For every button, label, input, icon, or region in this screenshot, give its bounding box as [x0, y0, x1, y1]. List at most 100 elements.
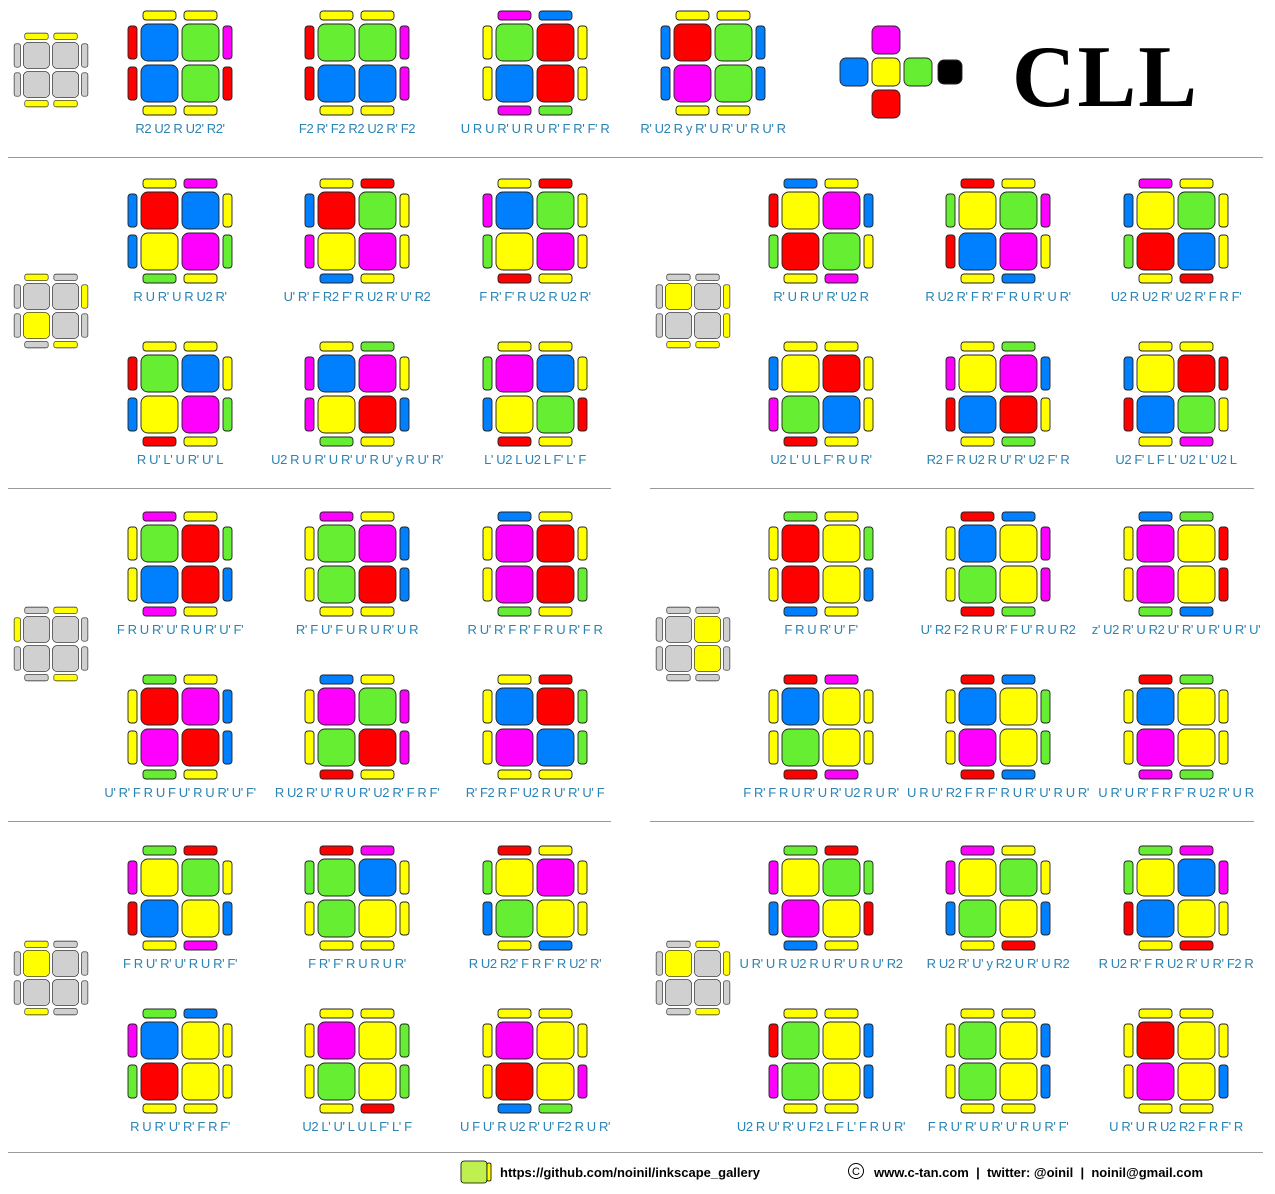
case-cube-5-2-top-0	[497, 845, 532, 856]
case-cube-1-3-face-1	[181, 354, 220, 393]
case-cube-0-2-face-1	[536, 23, 575, 62]
case-cube-1-4-bottom-1	[360, 436, 395, 447]
case-cube-2-4	[945, 341, 1051, 447]
case-cube-2-5-bottom-1	[1179, 436, 1214, 447]
case-cube-6-0-top-1	[824, 845, 859, 856]
case-cube-4-3-top-1	[824, 674, 859, 685]
case-cube-4-4-face-1	[999, 687, 1038, 726]
case-cube-3-2	[482, 511, 588, 617]
case-cube-6-0-face-2	[781, 899, 820, 938]
case-group-2-icon	[655, 273, 731, 349]
case-cube-2-1-top-0	[960, 178, 995, 189]
case-cube-3-2-top-0	[497, 511, 532, 522]
case-cube-3-4-face-0	[317, 687, 356, 726]
case-cube-1-4-face-3	[358, 395, 397, 434]
case-group-2-icon-top-1	[695, 273, 720, 281]
case-cube-3-1	[304, 511, 410, 617]
case-cube-2-4-top-1	[1001, 341, 1036, 352]
case-cube-1-1-bottom-1	[360, 273, 395, 284]
case-cube-5-0-left-0	[127, 860, 138, 895]
divider-left-2	[8, 821, 611, 822]
case-cube-5-4-face-1	[358, 1021, 397, 1060]
case-group-4-icon-top-0	[666, 606, 691, 614]
case-cube-5-4-left-0	[304, 1023, 315, 1058]
case-cube-2-4-face-1	[999, 354, 1038, 393]
case-alg-2-0: R' U R U' R' U2 R	[773, 289, 869, 304]
case-cube-5-2-left-1	[482, 901, 493, 936]
case-cube-5-1-top-1	[360, 845, 395, 856]
case-group-3-icon	[13, 606, 89, 682]
case-group-2-icon-bottom-1	[695, 341, 720, 349]
case-group-5-icon-face-3	[52, 979, 79, 1006]
case-alg-3-3: U' R' F R U F U' R U R' U' F'	[104, 785, 256, 800]
case-cube-6-2-left-0	[1123, 860, 1134, 895]
case-cube-4-3-bottom-0	[783, 769, 818, 780]
case-alg-5-1: F R' F' R U R U R'	[308, 956, 406, 971]
case-group-5-icon-bottom-0	[24, 1008, 49, 1016]
case-cube-2-0-face-0	[781, 191, 820, 230]
case-cube-1-5-face-0	[495, 354, 534, 393]
case-cube-3-5-face-0	[495, 687, 534, 726]
case-cube-0-0-face-2	[140, 64, 179, 103]
case-cube-4-3-bottom-1	[824, 769, 859, 780]
case-cube-2-1-top-1	[1001, 178, 1036, 189]
case-alg-1-0: R U R' U R U2 R'	[133, 289, 227, 304]
case-cube-6-1-left-0	[945, 860, 956, 895]
case-cube-2-3-top-0	[783, 341, 818, 352]
case-cube-5-0-face-0	[140, 858, 179, 897]
case-cube-1-5-left-0	[482, 356, 493, 391]
case-cube-3-3-left-0	[127, 689, 138, 724]
case-cube-4-3	[768, 674, 874, 780]
case-cube-3-5-bottom-1	[538, 769, 573, 780]
case-cube-1-5-face-2	[495, 395, 534, 434]
case-group-4-icon-top-1	[695, 606, 720, 614]
case-cube-6-5-bottom-1	[1179, 1103, 1214, 1114]
case-cube-3-4-right-0	[399, 689, 410, 724]
case-group-0-icon-left-1	[13, 72, 21, 97]
case-cube-4-1-face-0	[958, 524, 997, 563]
case-cube-0-3	[660, 10, 766, 116]
case-cube-5-1-face-2	[317, 899, 356, 938]
case-group-4-icon-right-1	[723, 646, 731, 671]
case-cube-5-4-right-0	[399, 1023, 410, 1058]
case-cube-3-0-left-1	[127, 567, 138, 602]
case-cube-3-4-top-1	[360, 674, 395, 685]
case-cube-6-0-left-1	[768, 901, 779, 936]
case-cube-2-2-top-1	[1179, 178, 1214, 189]
case-cube-2-5-face-1	[1177, 354, 1216, 393]
case-cube-4-5-face-0	[1136, 687, 1175, 726]
case-cube-0-2-face-2	[495, 64, 534, 103]
case-cube-4-5-left-1	[1123, 730, 1134, 765]
case-cube-1-2-right-0	[577, 193, 588, 228]
case-alg-1-3: R U' L' U R' U' L	[136, 452, 224, 467]
case-cube-1-5-top-1	[538, 341, 573, 352]
case-cube-6-3-face-0	[781, 1021, 820, 1060]
case-cube-1-5-right-0	[577, 356, 588, 391]
github-link[interactable]: https://github.com/noinil/inkscape_galle…	[500, 1165, 761, 1180]
case-cube-1-3-right-1	[222, 397, 233, 432]
case-cube-5-2-bottom-0	[497, 940, 532, 951]
case-cube-4-2-right-0	[1218, 526, 1229, 561]
case-cube-6-2-face-2	[1136, 899, 1175, 938]
case-cube-4-3-left-0	[768, 689, 779, 724]
case-cube-2-5-bottom-0	[1138, 436, 1173, 447]
case-cube-0-3-right-1	[755, 66, 766, 101]
case-group-2-icon-face-2	[665, 312, 692, 339]
case-cube-6-1-face-2	[958, 899, 997, 938]
case-cube-0-1-face-2	[317, 64, 356, 103]
case-cube-3-1-left-0	[304, 526, 315, 561]
case-cube-4-3-top-0	[783, 674, 818, 685]
case-cube-3-0	[127, 511, 233, 617]
case-alg-6-3: U2 R U' R' U F2 L F L' F R U R'	[736, 1119, 906, 1134]
case-cube-4-1-left-1	[945, 567, 956, 602]
case-cube-1-4-top-1	[360, 341, 395, 352]
case-cube-1-3-bottom-0	[142, 436, 177, 447]
case-cube-3-1-bottom-0	[319, 606, 354, 617]
case-group-0-icon-left-0	[13, 43, 21, 68]
case-cube-2-5-face-0	[1136, 354, 1175, 393]
case-cube-2-5-face-2	[1136, 395, 1175, 434]
case-cube-2-4-face-0	[958, 354, 997, 393]
case-cube-1-0-top-1	[183, 178, 218, 189]
case-cube-1-0-face-2	[140, 232, 179, 271]
case-cube-4-2	[1123, 511, 1229, 617]
